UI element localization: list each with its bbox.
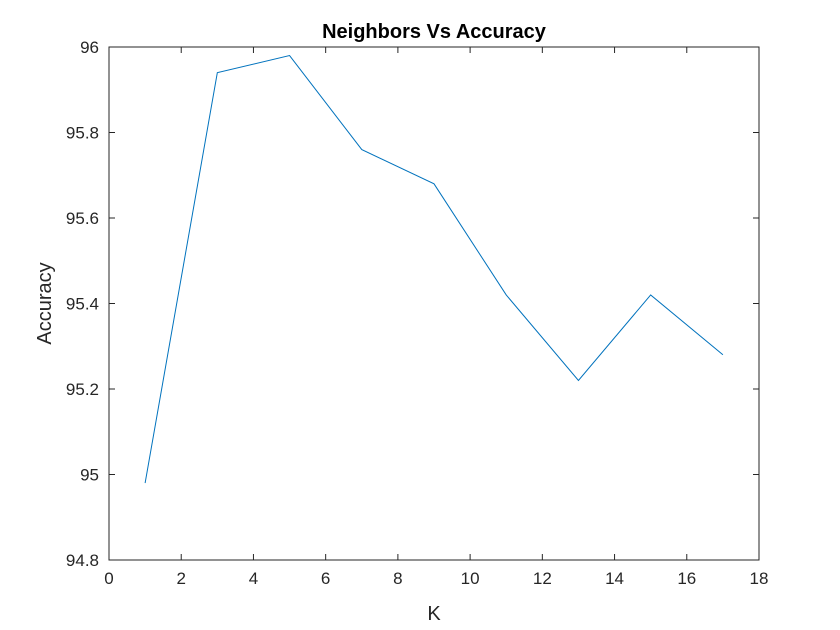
x-tick-label: 18 (750, 569, 769, 588)
x-tick-label: 4 (249, 569, 258, 588)
y-axis-label: Accuracy (34, 262, 56, 344)
series-layer (144, 54, 724, 484)
x-tick-label: 0 (104, 569, 113, 588)
series-line-0 (144, 54, 724, 484)
x-tick-label: 16 (677, 569, 696, 588)
x-tick-label: 12 (533, 569, 552, 588)
chart-title: Neighbors Vs Accuracy (322, 21, 547, 43)
y-tick-label: 95.4 (66, 295, 99, 314)
y-axis-ticks: 94.8 95 95.2 95.4 95.6 95.8 96 (66, 38, 759, 570)
x-tick-label: 8 (393, 569, 402, 588)
x-tick-label: 14 (605, 569, 624, 588)
x-axis-ticks: 0 2 4 6 8 10 12 14 16 18 (104, 47, 768, 588)
y-tick-label: 95 (80, 466, 99, 485)
x-tick-label: 2 (176, 569, 185, 588)
y-tick-label: 95.6 (66, 209, 99, 228)
y-tick-label: 96 (80, 38, 99, 57)
x-tick-label: 10 (461, 569, 480, 588)
y-tick-label: 94.8 (66, 551, 99, 570)
x-axis-label: K (427, 603, 441, 625)
y-tick-label: 95.8 (66, 124, 99, 143)
x-tick-label: 6 (321, 569, 330, 588)
plot-area (108, 46, 760, 561)
y-tick-label: 95.2 (66, 380, 99, 399)
